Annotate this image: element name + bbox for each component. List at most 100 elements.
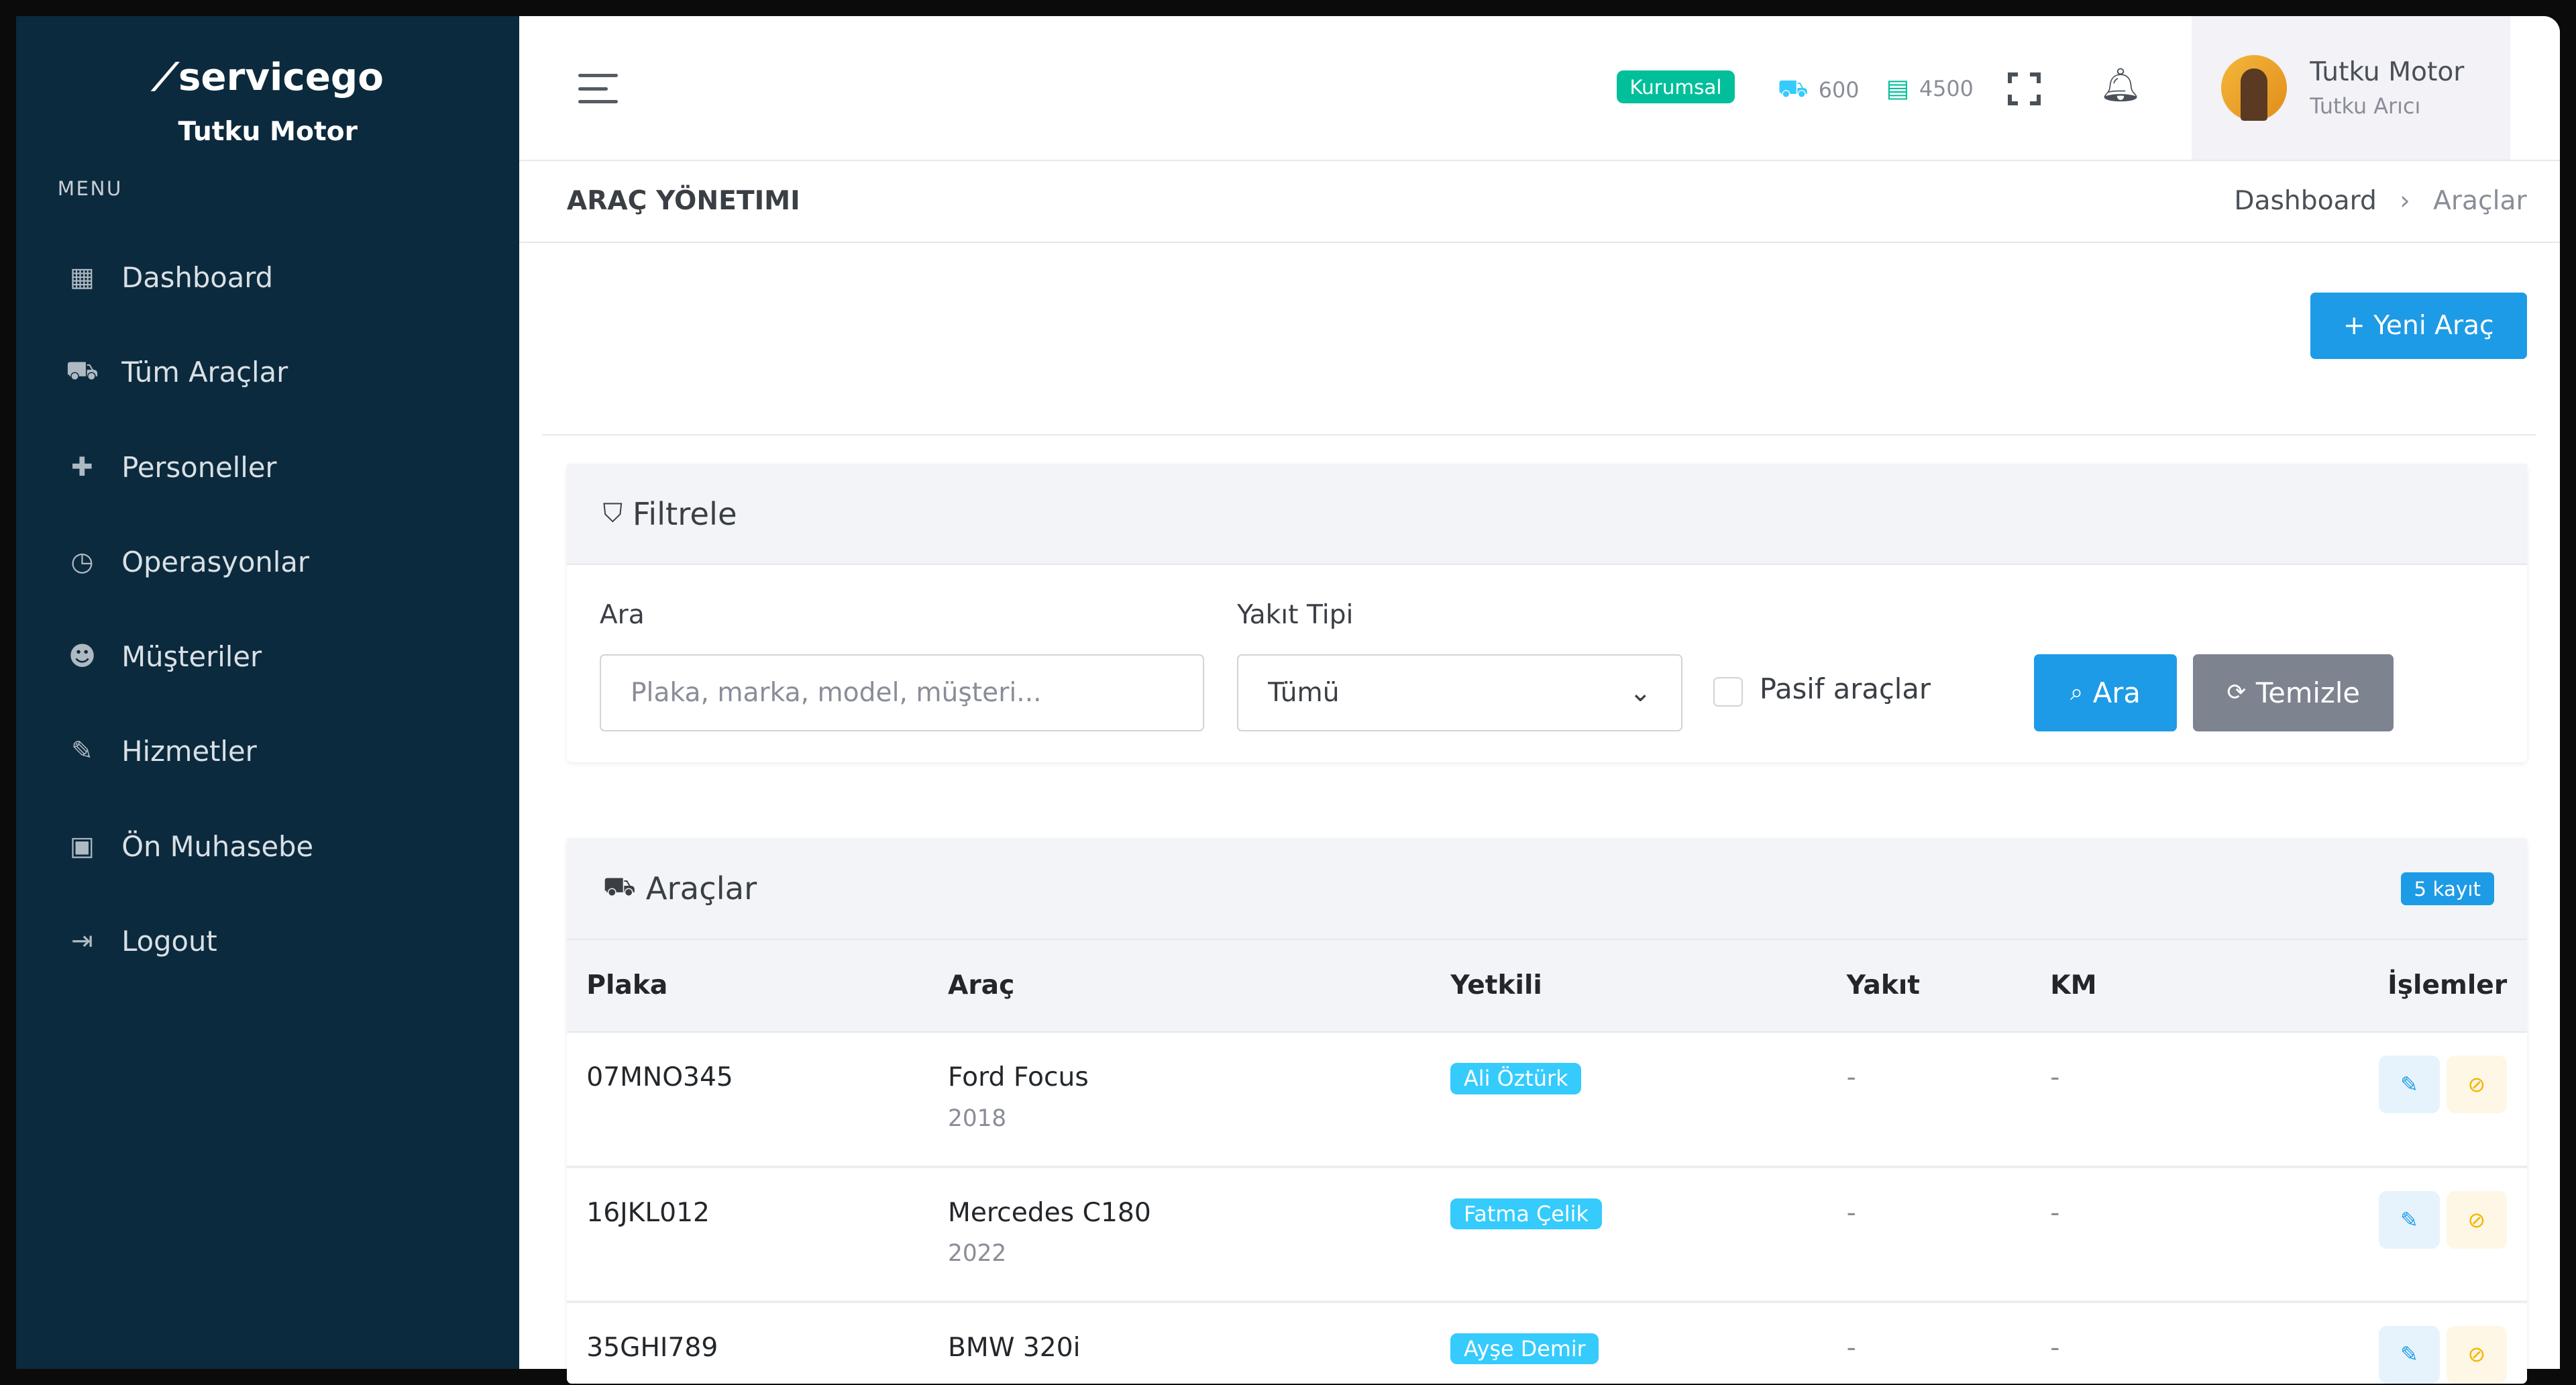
page-title: ARAÇ YÖNETIMI: [566, 185, 800, 216]
search-label: Ara: [599, 599, 645, 630]
count-badge: 5 kayıt: [2400, 872, 2494, 906]
breadcrumb-current: Araçlar: [2433, 185, 2527, 216]
sidebar-item-label: Tüm Araçlar: [121, 356, 288, 389]
filter-card: ⛉ Filtrele Ara Plaka, marka, model, müşte…: [566, 463, 2527, 763]
fuel-select[interactable]: Tümü ⌄: [1237, 654, 1682, 731]
bell-icon[interactable]: 🔔︎: [2099, 65, 2141, 104]
user-role: Tutku Arıcı: [2310, 93, 2421, 119]
sidebar-item-label: Müşteriler: [121, 640, 262, 674]
vehicle-model: Mercedes C180: [948, 1197, 1151, 1228]
users-icon: ☻: [68, 642, 96, 672]
vehicles-card: ⛟ Araçlar 5 kayıt Plaka Araç Yetkili Yakıt…: [566, 837, 2527, 1384]
owner-badge: Fatma Çelik: [1450, 1198, 1602, 1230]
logo-text: servicego: [178, 56, 384, 100]
col-km[interactable]: KM: [2030, 939, 2279, 1033]
km: -: [2030, 1166, 2279, 1303]
table-row: 07MNO345 Ford Focus 2018 Ali Öztürk - - ✎…: [566, 1031, 2527, 1168]
sidebar-item-staff[interactable]: ✚ Personeller: [16, 419, 519, 514]
sidebar-item-label: Operasyonlar: [121, 545, 309, 578]
fuel: -: [1827, 1031, 2031, 1168]
hide-button[interactable]: ⊘: [2446, 1056, 2508, 1113]
hide-button[interactable]: ⊘: [2446, 1325, 2508, 1384]
sidebar-item-services[interactable]: ✎ Hizmetler: [16, 704, 519, 799]
vehicle-year: 2022: [948, 1240, 1007, 1268]
table-row: 16JKL012 Mercedes C180 2022 Fatma Çelik -…: [566, 1166, 2527, 1303]
car-icon: ⛟: [1777, 74, 1809, 103]
fuel-select-value: Tümü: [1268, 677, 1340, 708]
plan-badge: Kurumsal: [1616, 70, 1735, 103]
vehicles-table: Plaka Araç Yetkili Yakıt KM İşlemler 07M…: [566, 939, 2527, 1384]
sidebar-item-vehicles[interactable]: ⛟ Tüm Araçlar: [16, 325, 519, 419]
car-icon: ⛟: [602, 871, 637, 902]
user-name: Tutku Motor: [2310, 56, 2465, 87]
search-button-label: Ara: [2092, 676, 2141, 709]
chevron-right-icon: ›: [2400, 185, 2410, 216]
sidebar-item-accounting[interactable]: ▣ Ön Muhasebe: [16, 799, 519, 894]
car-icon: ⛟: [65, 355, 99, 386]
user-plus-icon: ✚: [71, 452, 93, 482]
clear-button-label: Temizle: [2255, 676, 2361, 709]
vehicle-count: ⛟ 600: [1778, 74, 1860, 106]
menu-toggle-icon[interactable]: [578, 74, 618, 113]
vehicle-count-value: 600: [1818, 77, 1860, 103]
passive-label: Pasif araçlar: [1759, 672, 1931, 705]
calculator-icon: ▣: [69, 831, 95, 862]
vehicles-title: Araçlar: [645, 870, 757, 907]
edit-button[interactable]: ✎: [2379, 1191, 2440, 1249]
breadcrumb: Dashboard › Araçlar: [2234, 186, 2526, 216]
topbar: Kurumsal ⛟ 600 ▤ 4500 🔔︎ Tutku Motor Tutku …: [519, 16, 2560, 161]
app-window: ⟋servicego Tutku Motor MENU ▦ Dashboard ⛟…: [16, 16, 2560, 1384]
vehicle-model: Ford Focus: [948, 1062, 1089, 1093]
logout-icon: ⇥: [71, 926, 93, 957]
avatar: [2221, 55, 2287, 121]
km: -: [2030, 1031, 2279, 1168]
hide-button[interactable]: ⊘: [2446, 1191, 2508, 1249]
dashboard-icon: ▦: [69, 262, 95, 293]
fuel-label: Yakıt Tipi: [1237, 599, 1354, 630]
clear-button[interactable]: ⟳ Temizle: [2193, 654, 2394, 731]
sidebar-item-label: Ön Muhasebe: [121, 829, 314, 863]
fuel: -: [1846, 1332, 1856, 1363]
sidebar: ⟋servicego Tutku Motor MENU ▦ Dashboard ⛟…: [16, 16, 519, 1369]
col-owner[interactable]: Yetkili: [1431, 939, 1827, 1033]
sidebar-item-customers[interactable]: ☻ Müşteriler: [16, 609, 519, 704]
refresh-icon: ⟳: [2226, 679, 2247, 707]
owner-badge: Ali Öztürk: [1450, 1063, 1582, 1094]
sidebar-item-label: Logout: [121, 925, 217, 958]
search-button[interactable]: ⌕ Ara: [2033, 654, 2177, 731]
col-vehicle[interactable]: Araç: [928, 939, 1432, 1033]
user-menu[interactable]: Tutku Motor Tutku Arıcı: [2191, 16, 2511, 160]
filter-title: Filtrele: [632, 495, 737, 532]
fullscreen-icon[interactable]: [2004, 69, 2043, 108]
main-content: + Yeni Araç ⛉ Filtrele Ara Plaka, marka, …: [519, 243, 2560, 1384]
col-plate[interactable]: Plaka: [566, 939, 928, 1033]
plate: 07MNO345: [566, 1031, 928, 1168]
table-row: 35GHI789 BMW 320i Ayşe Demir - - ✎ ⊘: [567, 1302, 2527, 1384]
breadcrumb-dashboard[interactable]: Dashboard: [2234, 185, 2377, 216]
vehicle-year: 2018: [948, 1105, 1007, 1132]
message-count-value: 4500: [1919, 75, 1974, 101]
passive-checkbox[interactable]: [1713, 676, 1743, 707]
new-vehicle-button[interactable]: + Yeni Araç: [2310, 292, 2527, 359]
edit-button[interactable]: ✎: [2379, 1056, 2440, 1113]
col-fuel[interactable]: Yakıt: [1827, 939, 2031, 1033]
search-input[interactable]: Plaka, marka, model, müşteri...: [599, 654, 1205, 731]
chevron-down-icon: ⌄: [1629, 677, 1652, 708]
logo[interactable]: ⟋servicego: [152, 56, 384, 100]
sidebar-item-logout[interactable]: ⇥ Logout: [16, 894, 519, 988]
sidebar-item-dashboard[interactable]: ▦ Dashboard: [16, 230, 519, 325]
divider: [542, 433, 2537, 435]
sidebar-item-label: Personeller: [121, 450, 277, 484]
sidebar-item-label: Hizmetler: [121, 735, 257, 768]
message-icon: ▤: [1886, 74, 1910, 103]
km: -: [2050, 1332, 2060, 1363]
sidebar-item-operations[interactable]: ◷ Operasyonlar: [16, 515, 519, 609]
title-bar: ARAÇ YÖNETIMI Dashboard › Araçlar: [519, 160, 2560, 244]
search-icon: ⌕: [2070, 679, 2084, 707]
menu-label: MENU: [57, 177, 123, 201]
plate: 35GHI789: [586, 1332, 718, 1363]
car-clock-icon: ◷: [70, 546, 94, 577]
company-name: Tutku Motor: [178, 116, 358, 147]
sidebar-item-label: Dashboard: [121, 260, 274, 294]
edit-button[interactable]: ✎: [2379, 1325, 2440, 1384]
